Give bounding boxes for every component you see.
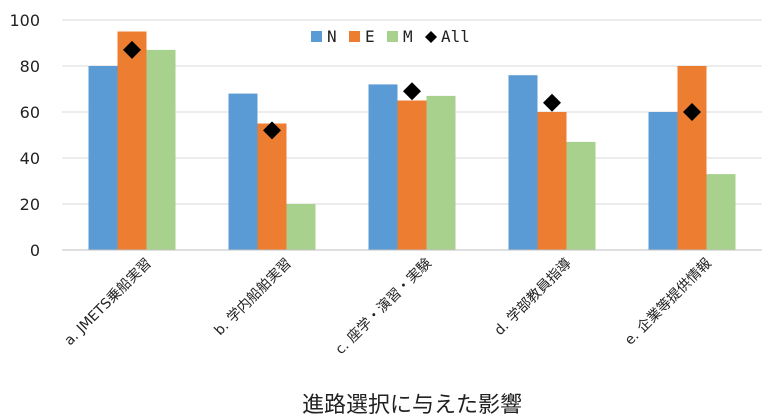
- marker-all-0: [123, 40, 141, 59]
- y-tick-label: 60: [20, 103, 40, 122]
- marker-all-4: [683, 103, 701, 121]
- bar-M-2: [426, 95, 456, 251]
- bar-N-1: [228, 93, 258, 250]
- bar-N-2: [368, 84, 398, 251]
- bar-M-3: [566, 141, 596, 250]
- bar-E-0: [117, 31, 147, 250]
- bar-N-0: [88, 66, 118, 250]
- legend-swatch-All: [425, 31, 437, 43]
- y-tick-label: 20: [20, 195, 40, 214]
- bar-N-3: [508, 75, 538, 250]
- bars: [88, 31, 736, 251]
- bar-M-4: [706, 174, 736, 250]
- marker-all-3: [543, 93, 561, 112]
- bar-M-0: [146, 49, 176, 251]
- bar-E-4: [677, 66, 707, 250]
- marker-all-2: [403, 82, 421, 101]
- legend-swatch-N: [311, 31, 322, 42]
- bar-E-3: [537, 112, 567, 250]
- y-axis-ticks: 0 20 40 60 80 100: [9, 11, 40, 260]
- bar-M-1: [286, 204, 316, 250]
- bar-N-4: [648, 112, 678, 250]
- bar-E-2: [397, 100, 427, 250]
- legend-label-M: M: [403, 27, 413, 46]
- y-tick-label: 100: [9, 11, 40, 30]
- category-label: e. 企業等提供情報: [621, 255, 715, 349]
- legend-label-E: E: [365, 27, 375, 46]
- category-label: a. JMETS乗船実習: [62, 256, 155, 349]
- y-tick-label: 80: [20, 57, 40, 76]
- legend-label-All: All: [441, 27, 470, 46]
- category-label: c. 座学・演習・実験: [333, 256, 435, 358]
- y-tick-label: 0: [30, 241, 40, 260]
- all-markers: [123, 40, 701, 140]
- legend-swatch-E: [349, 31, 360, 42]
- x-axis-title: 進路選択に与えた影響: [302, 393, 522, 416]
- category-label: d. 学部教員指導: [492, 256, 575, 339]
- marker-all-1: [263, 121, 281, 140]
- legend-swatch-M: [387, 31, 398, 42]
- bar-E-1: [257, 123, 287, 250]
- category-labels: a. JMETS乗船実習 b. 学内船舶実習 c. 座学・演習・実験 d. 学部教員指…: [62, 255, 715, 358]
- y-tick-label: 40: [20, 149, 40, 168]
- legend: N E M All: [311, 27, 470, 46]
- legend-label-N: N: [327, 27, 337, 46]
- category-label: b. 学内船舶実習: [212, 256, 295, 339]
